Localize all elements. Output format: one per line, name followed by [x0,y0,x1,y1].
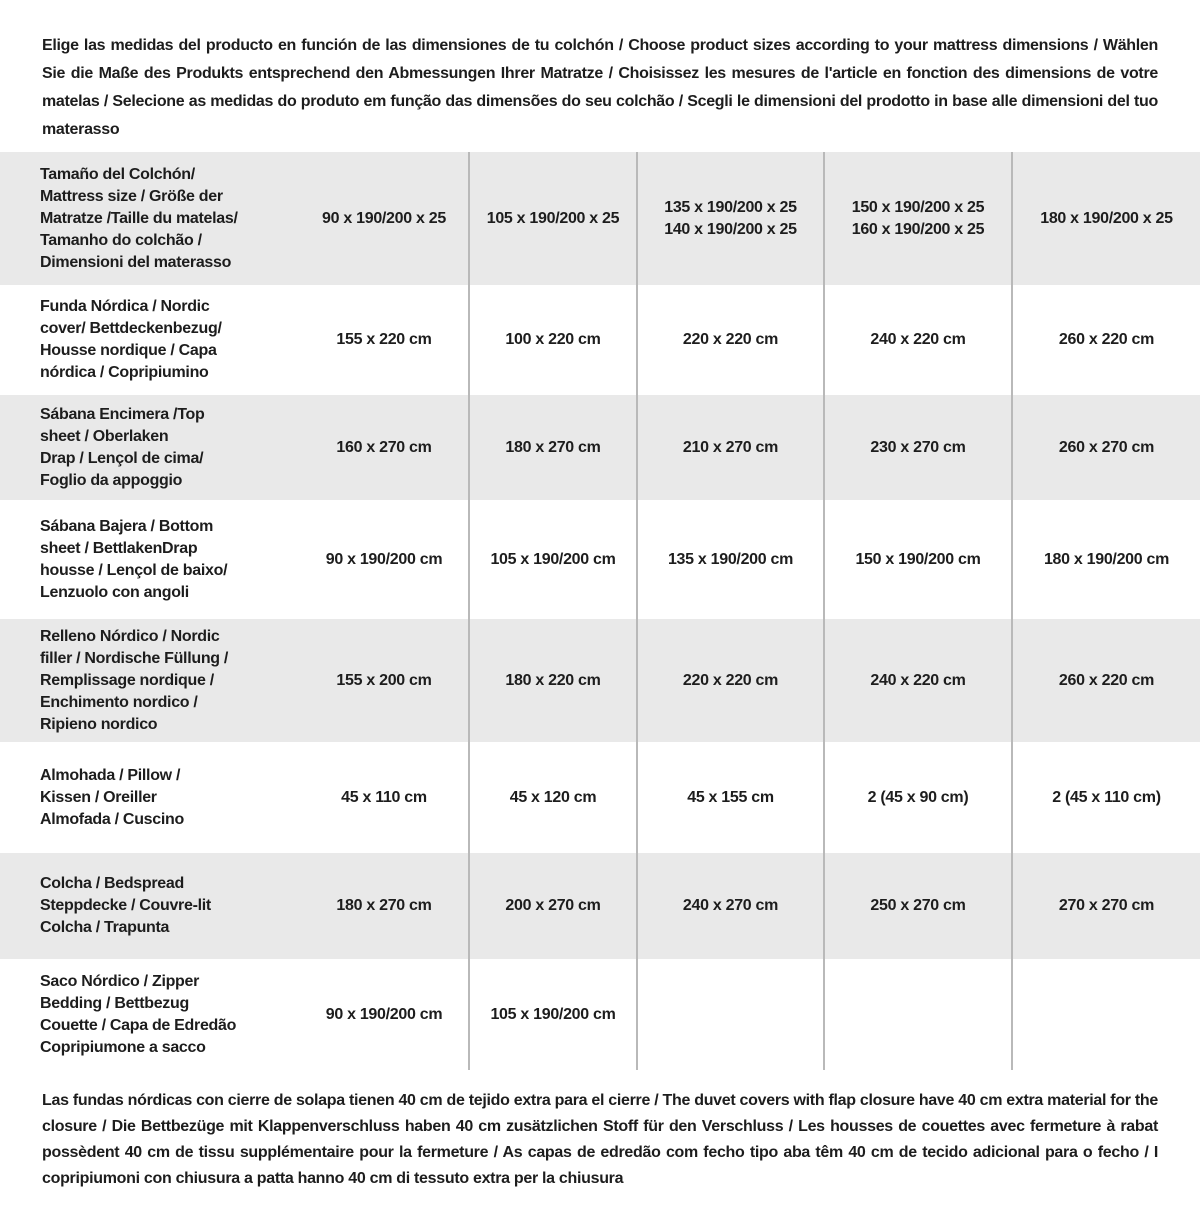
table-row-top-sheet: Sábana Encimera /Top sheet / Oberlaken D… [0,395,1200,500]
intro-text: Elige las medidas del producto en funció… [42,37,1158,138]
footer-note: Las fundas nórdicas con cierre de solapa… [42,1092,1158,1187]
cell-value: 2 (45 x 90 cm) [823,742,1011,853]
table-row-bottom-sheet: Sábana Bajera / Bottom sheet / Bettlaken… [0,500,1200,619]
row-label: Relleno Nórdico / Nordic filler / Nordis… [40,627,229,733]
cell-value: 240 x 220 cm [823,619,1011,742]
cell-value: 260 x 270 cm [1011,395,1200,500]
cell-value: 90 x 190/200 cm [325,550,443,568]
table-row-nordic-filler: Relleno Nórdico / Nordic filler / Nordis… [0,619,1200,742]
row-label: Saco Nórdico / Zipper Bedding / Bettbezu… [40,972,237,1056]
table-row-pillow: Almohada / Pillow / Kissen / Oreiller Al… [0,742,1200,853]
cell-value: 260 x 220 cm [1011,285,1200,395]
cell-value: 220 x 220 cm [636,619,823,742]
cell-value [1011,959,1200,1070]
cell-value: 45 x 110 cm [341,788,427,806]
size-table: Tamaño del Colchón/ Mattress size / Größ… [0,152,1200,1070]
cell-value: 135 x 190/200 cm [636,500,823,619]
table-row-nordic-cover: Funda Nórdica / Nordic cover/ Bettdecken… [0,285,1200,395]
cell-value: 180 x 270 cm [336,897,432,914]
cell-value: 240 x 220 cm [823,285,1011,395]
cell-value: 180 x 220 cm [468,619,636,742]
cell-value: 90 x 190/200 cm [325,1005,443,1023]
cell-value: 200 x 270 cm [468,853,636,959]
cell-value: 160 x 270 cm [336,438,432,456]
cell-value: 150 x 190/200 cm [823,500,1011,619]
cell-value: 250 x 270 cm [823,853,1011,959]
cell-value: 105 x 190/200 cm [468,959,636,1070]
row-label: Sábana Bajera / Bottom sheet / Bettlaken… [40,517,228,601]
cell-value [636,959,823,1070]
table-row-bedspread: Colcha / Bedspread Steppdecke / Couvre-l… [0,853,1200,959]
cell-value: 220 x 220 cm [636,285,823,395]
header-col-180: 180 x 190/200 x 25 [1011,152,1200,285]
cell-value: 240 x 270 cm [636,853,823,959]
row-label: Funda Nórdica / Nordic cover/ Bettdecken… [40,298,222,381]
cell-value: 45 x 155 cm [636,742,823,853]
row-label: Colcha / Bedspread Steppdecke / Couvre-l… [40,875,211,936]
cell-value: 230 x 270 cm [823,395,1011,500]
header-col-135-140: 135 x 190/200 x 25 140 x 190/200 x 25 [636,152,823,285]
row-label: Sábana Encimera /Top sheet / Oberlaken D… [40,405,205,489]
header-col-105: 105 x 190/200 x 25 [468,152,636,285]
header-label-mattress-size: Tamaño del Colchón/ Mattress size / Größ… [40,165,238,271]
cell-value: 180 x 190/200 cm [1011,500,1200,619]
row-label: Almohada / Pillow / Kissen / Oreiller Al… [40,766,184,828]
cell-value: 100 x 220 cm [468,285,636,395]
cell-value: 155 x 220 cm [336,331,432,348]
cell-value: 270 x 270 cm [1011,853,1200,959]
cell-value: 210 x 270 cm [636,395,823,500]
table-header-row: Tamaño del Colchón/ Mattress size / Größ… [0,152,1200,285]
cell-value: 155 x 200 cm [336,671,432,689]
table-row-zipper-bedding: Saco Nórdico / Zipper Bedding / Bettbezu… [0,959,1200,1070]
cell-value [823,959,1011,1070]
header-col-150-160: 150 x 190/200 x 25 160 x 190/200 x 25 [823,152,1011,285]
cell-value: 180 x 270 cm [468,395,636,500]
cell-value: 45 x 120 cm [468,742,636,853]
cell-value: 2 (45 x 110 cm) [1011,742,1200,853]
cell-value: 105 x 190/200 cm [468,500,636,619]
header-col-90: 90 x 190/200 x 25 [322,209,446,227]
cell-value: 260 x 220 cm [1011,619,1200,742]
